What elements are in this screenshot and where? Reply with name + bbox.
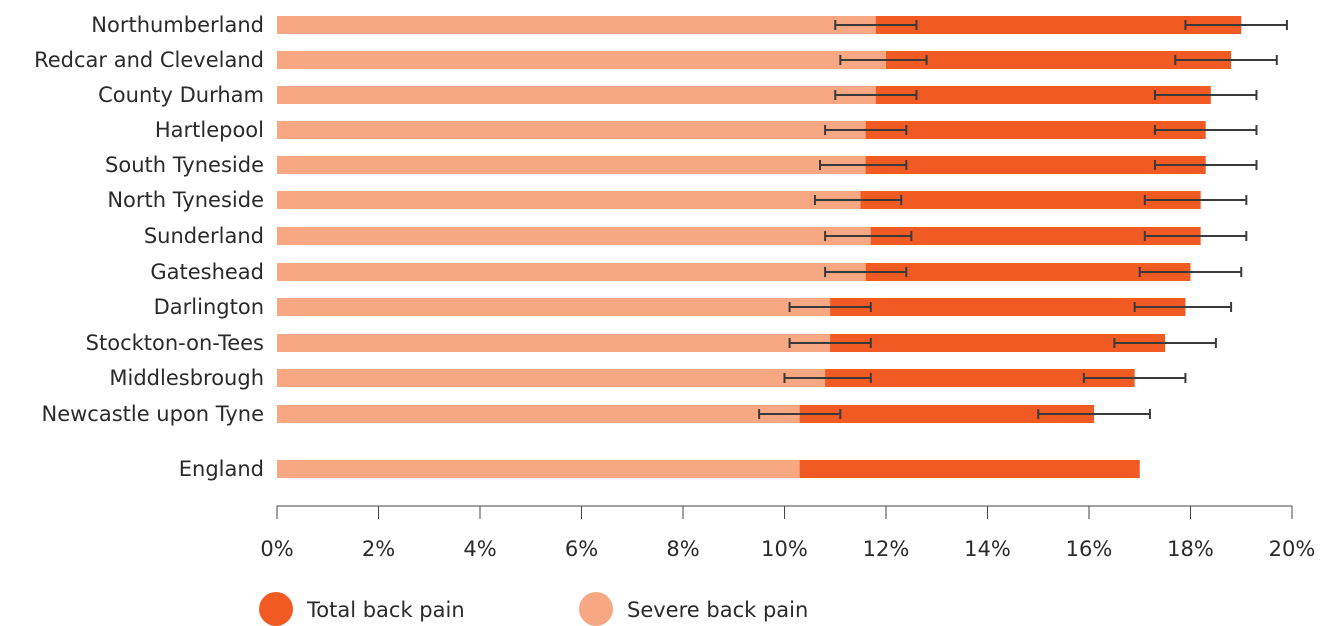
category-label-12: England	[179, 457, 264, 481]
category-label-11: Newcastle upon Tyne	[41, 402, 264, 426]
bar-severe-7	[277, 263, 866, 281]
category-label-1: Redcar and Cleveland	[34, 48, 264, 72]
category-label-10: Middlesbrough	[109, 366, 264, 390]
x-tick-label-0: 0%	[260, 537, 293, 561]
x-tick-label-4: 8%	[666, 537, 699, 561]
x-tick-label-3: 6%	[565, 537, 598, 561]
error-bar-total-6	[1143, 231, 1248, 241]
bar-severe-11	[277, 405, 800, 423]
x-tick-label-5: 10%	[761, 537, 808, 561]
bar-severe-9	[277, 334, 831, 352]
category-label-3: Hartlepool	[155, 118, 264, 142]
error-bar-severe-8	[788, 302, 872, 312]
error-bar-severe-10	[783, 373, 872, 383]
error-bar-severe-3	[824, 125, 908, 135]
error-bar-total-8	[1133, 302, 1233, 312]
category-label-4: South Tyneside	[105, 153, 264, 177]
error-bar-total-4	[1153, 160, 1258, 170]
x-tick-label-8: 16%	[1066, 537, 1113, 561]
x-tick-label-10: 20%	[1269, 537, 1316, 561]
category-labels: Northumberland Redcar and Cleveland County…	[34, 13, 264, 481]
error-bar-severe-7	[824, 267, 908, 277]
error-bar-severe-4	[819, 160, 908, 170]
error-bar-severe-1	[839, 55, 928, 65]
x-tick-label-6: 12%	[863, 537, 910, 561]
error-bar-severe-0	[834, 20, 918, 30]
error-bars-layer	[758, 20, 1288, 419]
legend-swatch-1	[579, 592, 613, 626]
error-bar-severe-2	[834, 90, 918, 100]
error-bar-total-0	[1184, 20, 1288, 30]
bar-severe-2	[277, 86, 876, 104]
error-bar-severe-6	[824, 231, 913, 241]
bar-severe-10	[277, 369, 826, 387]
x-tick-label-7: 14%	[964, 537, 1011, 561]
error-bar-total-1	[1174, 55, 1278, 65]
error-bar-total-9	[1113, 338, 1217, 348]
error-bar-total-3	[1153, 125, 1258, 135]
legend-label-1: Severe back pain	[627, 598, 808, 622]
error-bar-total-10	[1082, 373, 1187, 383]
bar-severe-6	[277, 227, 871, 245]
x-tick-label-1: 2%	[362, 537, 395, 561]
bar-severe-0	[277, 16, 876, 34]
category-label-2: County Durham	[98, 83, 264, 107]
category-label-9: Stockton-on-Tees	[86, 331, 264, 355]
category-label-7: Gateshead	[150, 260, 264, 284]
legend-label-0: Total back pain	[306, 598, 465, 622]
legend: Total back pain Severe back pain	[259, 592, 808, 626]
bar-severe-5	[277, 191, 861, 209]
category-label-0: Northumberland	[91, 13, 264, 37]
category-label-6: Sunderland	[144, 224, 264, 248]
error-bar-total-2	[1153, 90, 1258, 100]
x-tick-label-2: 4%	[463, 537, 496, 561]
legend-swatch-0	[259, 592, 293, 626]
bar-severe-3	[277, 121, 866, 139]
category-label-8: Darlington	[154, 295, 264, 319]
x-tick-label-9: 18%	[1167, 537, 1214, 561]
error-bar-severe-11	[758, 409, 842, 419]
x-axis: 0% 2% 4% 6% 8% 10% 12% 14% 16% 18% 20%	[260, 505, 1316, 561]
category-label-5: North Tyneside	[107, 188, 264, 212]
error-bar-total-7	[1138, 267, 1243, 277]
error-bar-severe-9	[788, 338, 872, 348]
bars-layer	[277, 16, 1242, 478]
bar-severe-12	[277, 460, 800, 478]
error-bar-total-5	[1143, 195, 1248, 205]
error-bar-total-11	[1037, 409, 1151, 419]
error-bar-severe-5	[813, 195, 903, 205]
bar-severe-8	[277, 298, 831, 316]
bar-severe-1	[277, 51, 886, 69]
bar-severe-4	[277, 156, 866, 174]
